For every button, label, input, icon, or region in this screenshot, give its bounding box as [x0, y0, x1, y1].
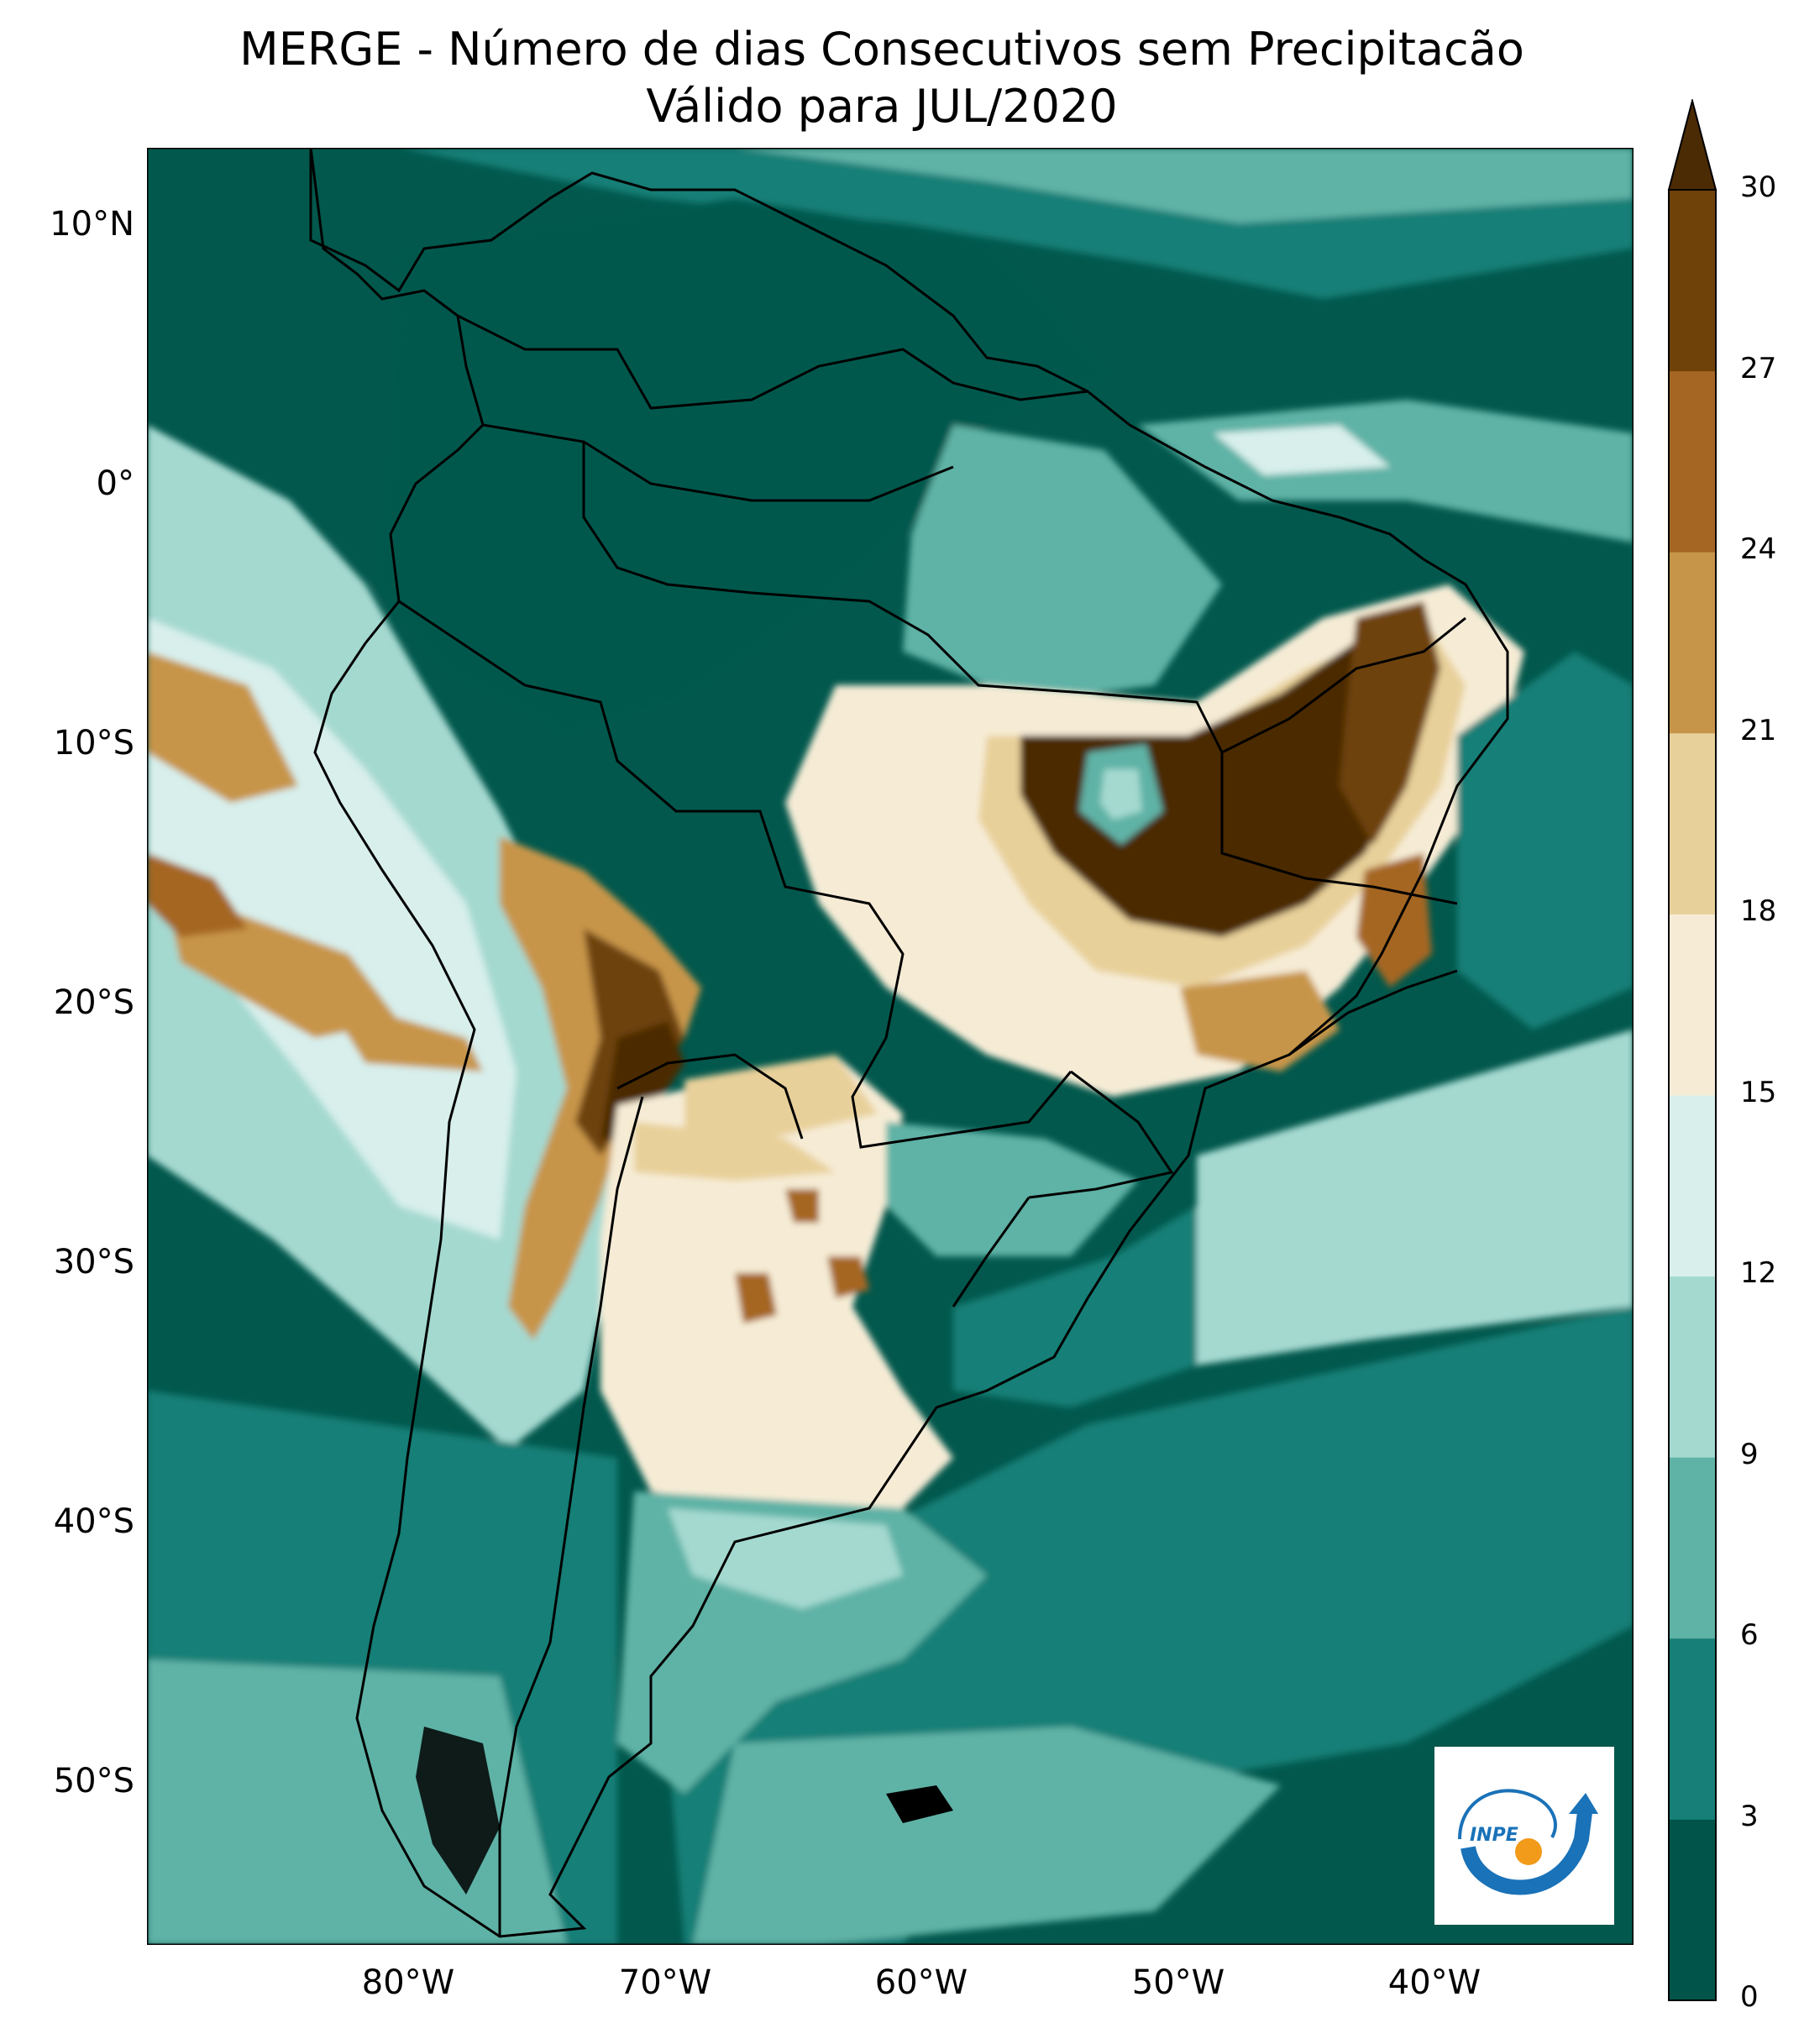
falkland-islands — [886, 1785, 953, 1823]
colorbar-tick-24: 24 — [1740, 532, 1777, 566]
colorbar-band — [1669, 1095, 1716, 1277]
colorbar-tick-6: 6 — [1740, 1618, 1759, 1652]
lon-label-80w: 80°W — [361, 1963, 455, 2002]
lat-label-10n: 10°N — [50, 205, 134, 244]
colorbar-tick-30: 30 — [1740, 170, 1777, 204]
colorbar-band — [1669, 1457, 1716, 1639]
colorbar-tick-12: 12 — [1740, 1256, 1777, 1290]
colorbar-band — [1669, 1638, 1716, 1820]
lon-label-50w: 50°W — [1131, 1963, 1225, 2002]
logo-sun-icon — [1515, 1838, 1542, 1865]
lat-label-50s: 50°S — [53, 1762, 134, 1800]
colorbar — [1667, 97, 1717, 2002]
precipitation-map — [147, 148, 1634, 1945]
colorbar-band — [1669, 732, 1716, 915]
colorbar-extend-arrow — [1667, 97, 1717, 191]
colorbar-frame — [1668, 189, 1717, 2001]
colorbar-tick-3: 3 — [1740, 1800, 1759, 1833]
colorbar-band — [1669, 1819, 1716, 2001]
map-title: MERGE - Número de dias Consecutivos sem … — [239, 23, 1524, 76]
colorbar-band — [1669, 190, 1716, 372]
colorbar-tick-18: 18 — [1740, 894, 1777, 928]
colorbar-bands — [1669, 190, 1716, 2001]
colorbar-band — [1669, 552, 1716, 734]
lat-label-20s: 20°S — [53, 983, 134, 1022]
colorbar-tick-9: 9 — [1740, 1438, 1759, 1471]
lon-label-40w: 40°W — [1387, 1963, 1481, 2002]
colorbar-tick-21: 21 — [1740, 714, 1777, 747]
inpe-logo: INPE — [1434, 1747, 1614, 1925]
colorbar-band — [1669, 914, 1716, 1096]
colorbar-tick-0: 0 — [1740, 1980, 1759, 2014]
colorbar-band — [1669, 370, 1716, 553]
country-borders — [309, 148, 1509, 1938]
lat-label-30s: 30°S — [53, 1243, 134, 1281]
lat-label-40s: 40°S — [53, 1502, 134, 1541]
lon-label-60w: 60°W — [874, 1963, 968, 2002]
map-subtitle: Válido para JUL/2020 — [646, 80, 1118, 133]
lat-label-0: 0° — [96, 464, 134, 503]
logo-text: INPE — [1470, 1825, 1518, 1846]
lat-label-10s: 10°S — [53, 724, 134, 763]
colorbar-tick-15: 15 — [1740, 1076, 1777, 1109]
colorbar-band — [1669, 1276, 1716, 1458]
precipitation-field — [147, 148, 1634, 1945]
colorbar-tick-27: 27 — [1740, 352, 1777, 385]
southern-chile-islands — [416, 1727, 500, 1895]
lon-label-70w: 70°W — [618, 1963, 712, 2002]
